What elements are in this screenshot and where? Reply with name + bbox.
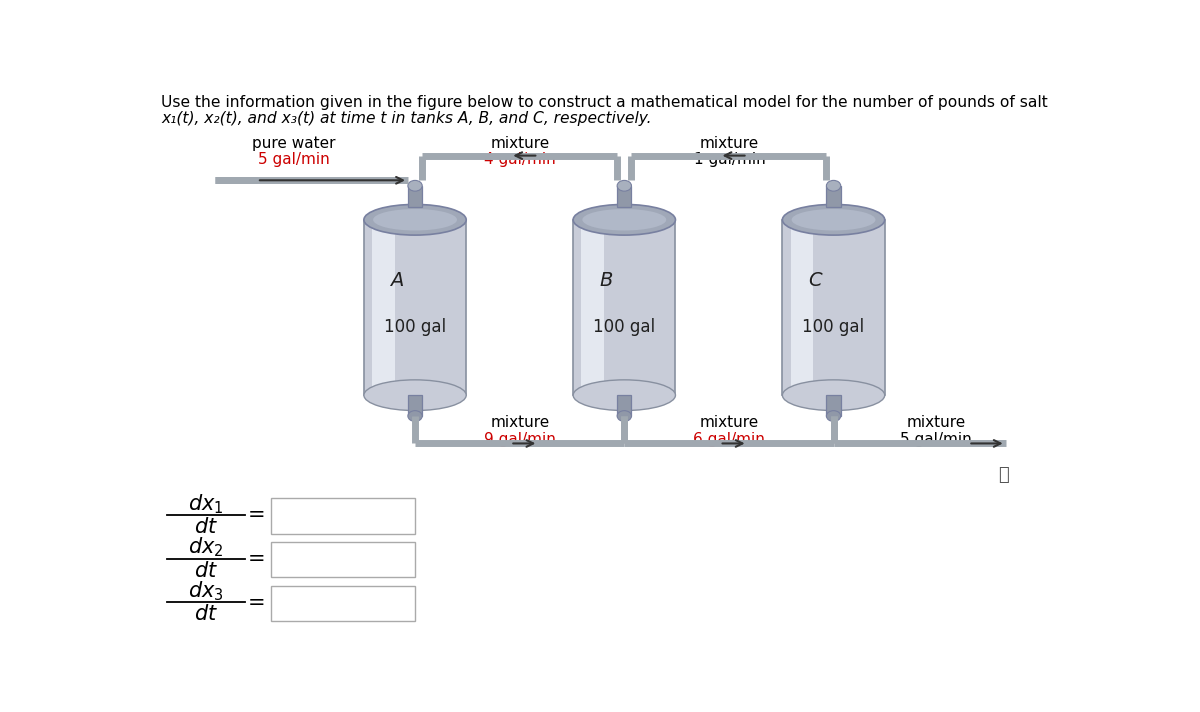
Ellipse shape: [782, 379, 884, 411]
Bar: [271, 498, 415, 533]
Bar: [827, 186, 841, 206]
Text: 1 gal/min: 1 gal/min: [694, 152, 766, 167]
Bar: [408, 395, 422, 416]
Text: mixture: mixture: [906, 415, 966, 430]
Bar: [408, 186, 422, 206]
Bar: [791, 220, 814, 395]
Ellipse shape: [364, 379, 466, 411]
Ellipse shape: [582, 209, 666, 231]
Ellipse shape: [827, 411, 841, 422]
Ellipse shape: [364, 204, 466, 235]
Text: mixture: mixture: [700, 415, 760, 430]
Ellipse shape: [617, 411, 631, 422]
Bar: [782, 220, 884, 395]
Ellipse shape: [827, 180, 841, 191]
Text: mixture: mixture: [491, 415, 550, 430]
Ellipse shape: [574, 204, 676, 235]
Bar: [451, 220, 466, 395]
Bar: [372, 220, 395, 395]
Bar: [581, 220, 604, 395]
Bar: [827, 395, 841, 416]
Ellipse shape: [373, 209, 457, 231]
Text: C: C: [808, 271, 822, 290]
Ellipse shape: [782, 204, 884, 235]
Text: 100 gal: 100 gal: [593, 318, 655, 335]
Text: $dx_1$: $dx_1$: [188, 492, 223, 515]
Text: pure water: pure water: [252, 135, 336, 150]
Text: $dx_2$: $dx_2$: [188, 536, 223, 560]
Text: 4 gal/min: 4 gal/min: [485, 152, 556, 167]
Text: A: A: [390, 271, 403, 290]
Ellipse shape: [617, 180, 631, 191]
Ellipse shape: [408, 411, 422, 422]
Ellipse shape: [792, 209, 876, 231]
Text: 9 gal/min: 9 gal/min: [485, 431, 556, 446]
Bar: [617, 395, 631, 416]
Text: $dt$: $dt$: [193, 560, 218, 580]
Bar: [364, 220, 466, 395]
Ellipse shape: [574, 379, 676, 411]
Bar: [271, 542, 415, 577]
Bar: [869, 220, 884, 395]
Bar: [617, 186, 631, 206]
Text: =: =: [248, 506, 265, 525]
Text: mixture: mixture: [700, 135, 760, 150]
Text: $dt$: $dt$: [193, 517, 218, 537]
Text: 100 gal: 100 gal: [384, 318, 446, 335]
Text: x₁(t), x₂(t), and x₃(t) at time t in tanks A, B, and C, respectively.: x₁(t), x₂(t), and x₃(t) at time t in tan…: [161, 111, 652, 126]
Text: Use the information given in the figure below to construct a mathematical model : Use the information given in the figure …: [161, 95, 1048, 110]
Ellipse shape: [408, 180, 422, 191]
Text: $dt$: $dt$: [193, 604, 218, 624]
Bar: [660, 220, 676, 395]
Text: mixture: mixture: [491, 135, 550, 150]
Text: =: =: [248, 549, 265, 569]
Text: 100 gal: 100 gal: [803, 318, 865, 335]
Text: B: B: [599, 271, 612, 290]
Bar: [574, 220, 676, 395]
Text: 6 gal/min: 6 gal/min: [694, 431, 766, 446]
Text: =: =: [248, 593, 265, 613]
Text: 5 gal/min: 5 gal/min: [900, 431, 972, 446]
Text: ⓘ: ⓘ: [998, 466, 1009, 483]
Bar: [271, 586, 415, 622]
Text: 5 gal/min: 5 gal/min: [258, 152, 330, 167]
Text: $dx_3$: $dx_3$: [188, 580, 223, 603]
